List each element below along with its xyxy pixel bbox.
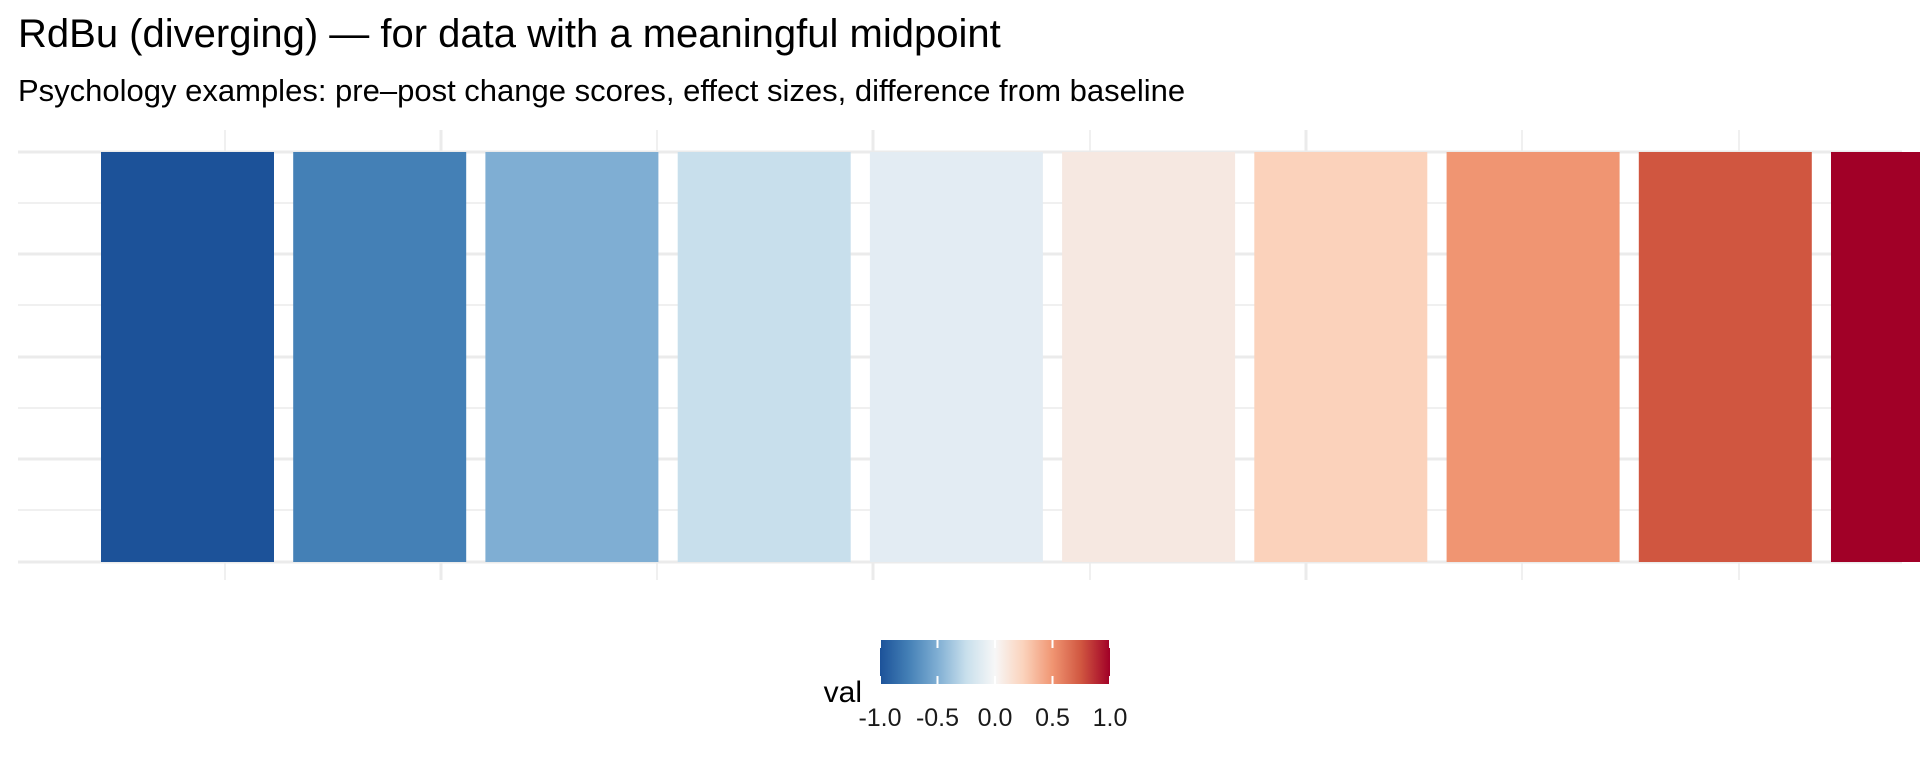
tile-3 [485, 152, 659, 562]
color-legend: val-1.0 -0.5 0.0 0.5 1.0 [824, 640, 1128, 732]
tile-1 [101, 152, 274, 562]
tile-10 [1831, 152, 1920, 562]
chart-title: RdBu (diverging) — for data with a meani… [18, 12, 1001, 56]
legend-tick-label: 0.0 [978, 704, 1013, 732]
legend-title: val [824, 676, 862, 709]
chart-subtitle: Psychology examples: pre–post change sco… [18, 73, 1186, 108]
tiles [101, 152, 1920, 562]
legend-tick-label: 0.5 [1035, 704, 1070, 732]
tile-7 [1254, 152, 1428, 562]
legend-tick-label: 1.0 [1093, 704, 1128, 732]
tile-8 [1446, 152, 1620, 562]
legend-tick-label: -0.5 [916, 704, 959, 732]
tile-6 [1062, 152, 1236, 562]
tile-9 [1638, 152, 1812, 562]
tile-2 [293, 152, 467, 562]
tile-5 [869, 152, 1043, 562]
tile-4 [677, 152, 851, 562]
legend-tick-label: -1.0 [858, 704, 901, 732]
